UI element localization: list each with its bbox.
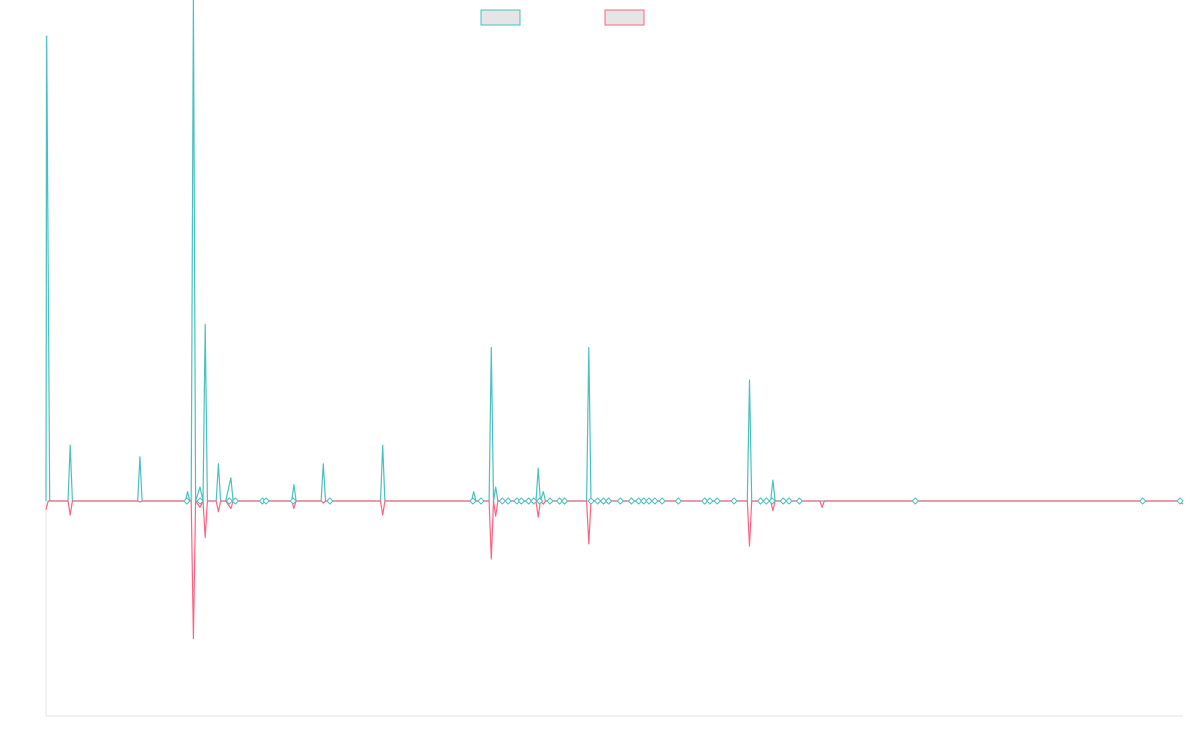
data-point-marker: [535, 497, 544, 505]
data-point-marker: [779, 497, 787, 505]
data-point-marker: [262, 497, 270, 505]
legend-swatch-2: [604, 9, 645, 26]
legend-swatch-1: [480, 9, 521, 26]
data-point-marker: [231, 497, 239, 505]
data-point-marker: [289, 497, 297, 505]
data-point-marker: [477, 497, 485, 505]
data-point-marker: [1138, 497, 1147, 505]
data-point-marker: [587, 497, 595, 505]
data-point-marker: [658, 497, 666, 505]
data-point-marker: [326, 497, 334, 505]
data-point-marker: [756, 497, 765, 505]
data-point-marker: [674, 497, 683, 505]
data-point-marker: [651, 497, 659, 505]
data-point-marker: [713, 497, 721, 505]
data-point-marker: [1176, 497, 1184, 505]
data-point-marker: [504, 497, 512, 505]
data-point-marker: [627, 497, 636, 505]
data-point-marker: [768, 497, 776, 505]
data-point-marker: [730, 497, 738, 505]
series-line-1: [45, 0, 1183, 502]
data-point-marker: [469, 497, 477, 505]
data-point-marker: [785, 497, 793, 505]
series-line-2: [45, 500, 1184, 640]
data-point-marker: [560, 497, 569, 505]
data-point-marker: [762, 497, 771, 505]
data-point-marker: [645, 497, 653, 505]
data-point-marker: [498, 497, 506, 505]
data-point-marker: [604, 497, 613, 505]
data-point-marker: [183, 497, 191, 505]
data-point-marker: [795, 497, 804, 505]
data-point-marker: [546, 497, 554, 505]
data-point-marker: [911, 497, 919, 505]
data-point-marker: [593, 497, 602, 505]
data-point-marker: [616, 497, 625, 505]
data-point-marker: [517, 497, 526, 505]
data-point-marker: [196, 497, 204, 505]
data-point-marker: [706, 497, 714, 505]
